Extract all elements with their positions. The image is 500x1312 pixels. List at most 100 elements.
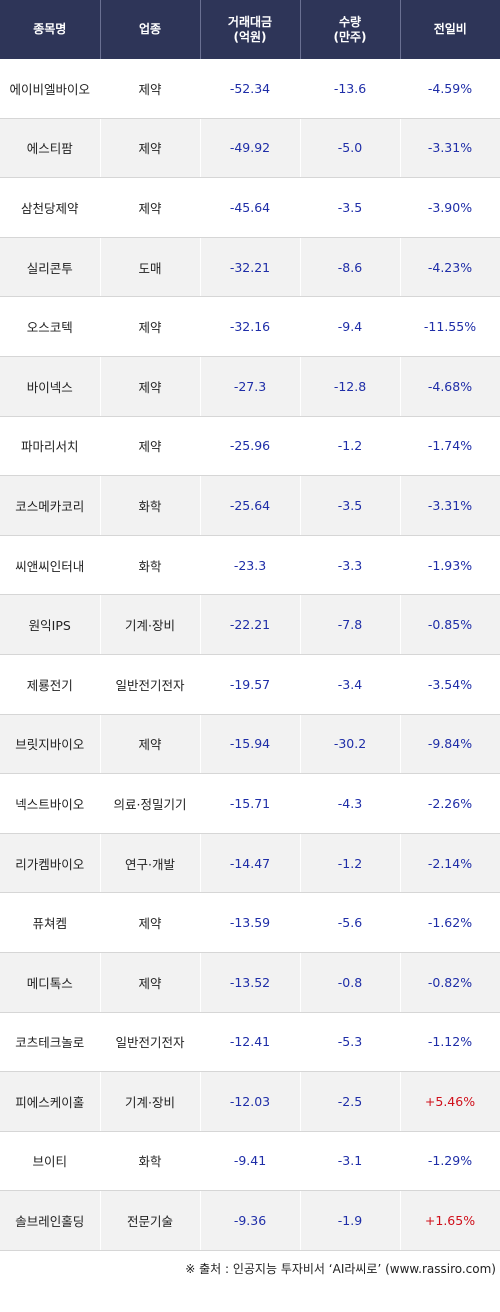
cell-sector: 연구·개발: [100, 833, 201, 894]
cell-change: -4.23%: [400, 237, 500, 298]
cell-change: -9.84%: [400, 714, 500, 775]
cell-volume: -3.4: [300, 654, 401, 715]
cell-amount: -13.52: [200, 952, 301, 1013]
cell-change: -3.54%: [400, 654, 500, 715]
cell-amount: -14.47: [200, 833, 301, 894]
cell-name: 브릿지바이오: [0, 714, 101, 775]
cell-sector: 제약: [100, 416, 201, 477]
header-amount: 거래대금 (억원): [200, 0, 301, 59]
cell-change: -3.31%: [400, 118, 500, 179]
cell-amount: -22.21: [200, 594, 301, 655]
table-row: 제룡전기 일반전기전자 -19.57 -3.4 -3.54%: [0, 654, 500, 715]
cell-sector: 화학: [100, 1131, 201, 1192]
cell-change: +5.46%: [400, 1071, 500, 1132]
cell-volume: -9.4: [300, 296, 401, 357]
cell-sector: 기계·장비: [100, 1071, 201, 1132]
cell-volume: -3.5: [300, 475, 401, 536]
table-row: 브릿지바이오 제약 -15.94 -30.2 -9.84%: [0, 714, 500, 775]
header-amount-unit: (억원): [233, 29, 267, 44]
cell-name: 원익IPS: [0, 594, 101, 655]
cell-volume: -5.3: [300, 1012, 401, 1073]
cell-change: -0.85%: [400, 594, 500, 655]
cell-volume: -4.3: [300, 773, 401, 834]
cell-amount: -45.64: [200, 177, 301, 238]
header-row: 종목명 업종 거래대금 (억원) 수량 (만주) 전일비: [0, 0, 500, 59]
cell-sector: 의료·정밀기기: [100, 773, 201, 834]
cell-change: -3.90%: [400, 177, 500, 238]
cell-name: 브이티: [0, 1131, 101, 1192]
cell-change: -3.31%: [400, 475, 500, 536]
table-header: 종목명 업종 거래대금 (억원) 수량 (만주) 전일비: [0, 0, 500, 59]
cell-sector: 제약: [100, 714, 201, 775]
cell-sector: 기계·장비: [100, 594, 201, 655]
cell-change: -4.59%: [400, 59, 500, 119]
cell-sector: 일반전기전자: [100, 1012, 201, 1073]
cell-volume: -1.2: [300, 416, 401, 477]
cell-volume: -3.5: [300, 177, 401, 238]
header-volume-title: 수량: [338, 14, 362, 29]
cell-amount: -52.34: [200, 59, 301, 119]
cell-amount: -9.41: [200, 1131, 301, 1192]
cell-sector: 제약: [100, 177, 201, 238]
cell-amount: -49.92: [200, 118, 301, 179]
stock-table: 종목명 업종 거래대금 (억원) 수량 (만주) 전일비 에이비엘바이오 제약 -5…: [0, 0, 500, 1251]
cell-name: 파마리서치: [0, 416, 101, 477]
cell-volume: -1.2: [300, 833, 401, 894]
cell-sector: 제약: [100, 892, 201, 953]
cell-amount: -32.16: [200, 296, 301, 357]
cell-volume: -5.0: [300, 118, 401, 179]
cell-volume: -1.9: [300, 1190, 401, 1251]
cell-amount: -13.59: [200, 892, 301, 953]
cell-volume: -30.2: [300, 714, 401, 775]
cell-name: 제룡전기: [0, 654, 101, 715]
cell-amount: -25.64: [200, 475, 301, 536]
header-sector: 업종: [100, 0, 201, 59]
table-row: 원익IPS 기계·장비 -22.21 -7.8 -0.85%: [0, 594, 500, 655]
table-row: 바이넥스 제약 -27.3 -12.8 -4.68%: [0, 356, 500, 417]
cell-name: 피에스케이홀: [0, 1071, 101, 1132]
cell-sector: 전문기술: [100, 1190, 201, 1251]
table-body: 에이비엘바이오 제약 -52.34 -13.6 -4.59% 에스티팜 제약 -49.92 -5…: [0, 59, 500, 1251]
cell-sector: 일반전기전자: [100, 654, 201, 715]
cell-name: 오스코텍: [0, 296, 101, 357]
table-row: 오스코텍 제약 -32.16 -9.4 -11.55%: [0, 296, 500, 357]
table-row: 메디톡스 제약 -13.52 -0.8 -0.82%: [0, 952, 500, 1013]
cell-change: -1.62%: [400, 892, 500, 953]
table-row: 실리콘투 도매 -32.21 -8.6 -4.23%: [0, 237, 500, 298]
header-volume: 수량 (만주): [300, 0, 401, 59]
cell-change: -11.55%: [400, 296, 500, 357]
cell-volume: -2.5: [300, 1071, 401, 1132]
table-row: 솔브레인홀딩 전문기술 -9.36 -1.9 +1.65%: [0, 1190, 500, 1251]
table-row: 코츠테크놀로 일반전기전자 -12.41 -5.3 -1.12%: [0, 1012, 500, 1073]
table-row: 리가켐바이오 연구·개발 -14.47 -1.2 -2.14%: [0, 833, 500, 894]
header-change: 전일비: [400, 0, 500, 59]
table-row: 브이티 화학 -9.41 -3.1 -1.29%: [0, 1131, 500, 1192]
cell-sector: 도매: [100, 237, 201, 298]
cell-name: 넥스트바이오: [0, 773, 101, 834]
cell-change: -1.12%: [400, 1012, 500, 1073]
cell-name: 솔브레인홀딩: [0, 1190, 101, 1251]
cell-volume: -13.6: [300, 59, 401, 119]
cell-volume: -3.3: [300, 535, 401, 596]
cell-volume: -7.8: [300, 594, 401, 655]
cell-amount: -23.3: [200, 535, 301, 596]
cell-name: 에이비엘바이오: [0, 59, 101, 119]
cell-sector: 제약: [100, 952, 201, 1013]
cell-name: 삼천당제약: [0, 177, 101, 238]
table-row: 씨앤씨인터내 화학 -23.3 -3.3 -1.93%: [0, 535, 500, 596]
cell-sector: 제약: [100, 118, 201, 179]
cell-sector: 제약: [100, 59, 201, 119]
cell-sector: 화학: [100, 475, 201, 536]
cell-amount: -12.41: [200, 1012, 301, 1073]
cell-name: 실리콘투: [0, 237, 101, 298]
cell-amount: -12.03: [200, 1071, 301, 1132]
table-row: 파마리서치 제약 -25.96 -1.2 -1.74%: [0, 416, 500, 477]
table-row: 삼천당제약 제약 -45.64 -3.5 -3.90%: [0, 177, 500, 238]
cell-name: 퓨쳐켐: [0, 892, 101, 953]
header-name: 종목명: [0, 0, 101, 59]
cell-name: 메디톡스: [0, 952, 101, 1013]
cell-change: -2.26%: [400, 773, 500, 834]
cell-name: 바이넥스: [0, 356, 101, 417]
table-row: 넥스트바이오 의료·정밀기기 -15.71 -4.3 -2.26%: [0, 773, 500, 834]
